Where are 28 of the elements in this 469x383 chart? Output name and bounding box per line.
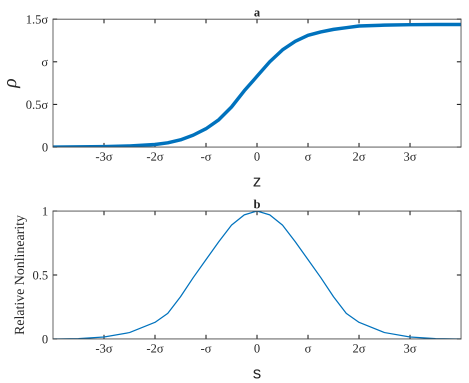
x-tick-label: -σ: [201, 154, 212, 161]
x-tick-label: -2σ: [146, 152, 164, 161]
y-tick-label: 0.5: [32, 271, 48, 280]
x-tick-label: 3σ: [404, 344, 416, 353]
chart-title: b: [254, 200, 260, 208]
x-tick-label: 2σ: [353, 152, 366, 161]
y-tick-label: 1: [42, 207, 48, 216]
x-tick-label: -3σ: [96, 344, 112, 353]
line-series: [52, 22, 462, 148]
x-tick-label: -3σ: [96, 152, 112, 161]
x-tick-label: 3σ: [404, 152, 416, 161]
y-axis-title: ρ: [6, 79, 20, 88]
y-tick-label: 0: [42, 334, 48, 344]
x-tick-label: σ: [305, 346, 312, 353]
y-tick-label: σ: [42, 60, 48, 66]
x-tick-label: -2σ: [146, 344, 164, 353]
x-tick-label: 2σ: [353, 344, 366, 353]
y-tick-label: 1.5σ: [26, 15, 48, 24]
x-tick-label: -σ: [201, 346, 212, 353]
chart-title: a: [254, 10, 260, 16]
x-tick-label: 0: [254, 152, 260, 161]
y-tick-label: 0: [42, 143, 48, 152]
x-axis-title: z: [254, 178, 260, 186]
y-axis-title: Relative Nonlinearity: [14, 215, 27, 335]
x-tick-label: 0: [254, 344, 260, 353]
x-axis-title: s: [253, 369, 261, 379]
y-tick-label: 0.5σ: [26, 100, 48, 109]
x-tick-label: σ: [305, 154, 312, 161]
